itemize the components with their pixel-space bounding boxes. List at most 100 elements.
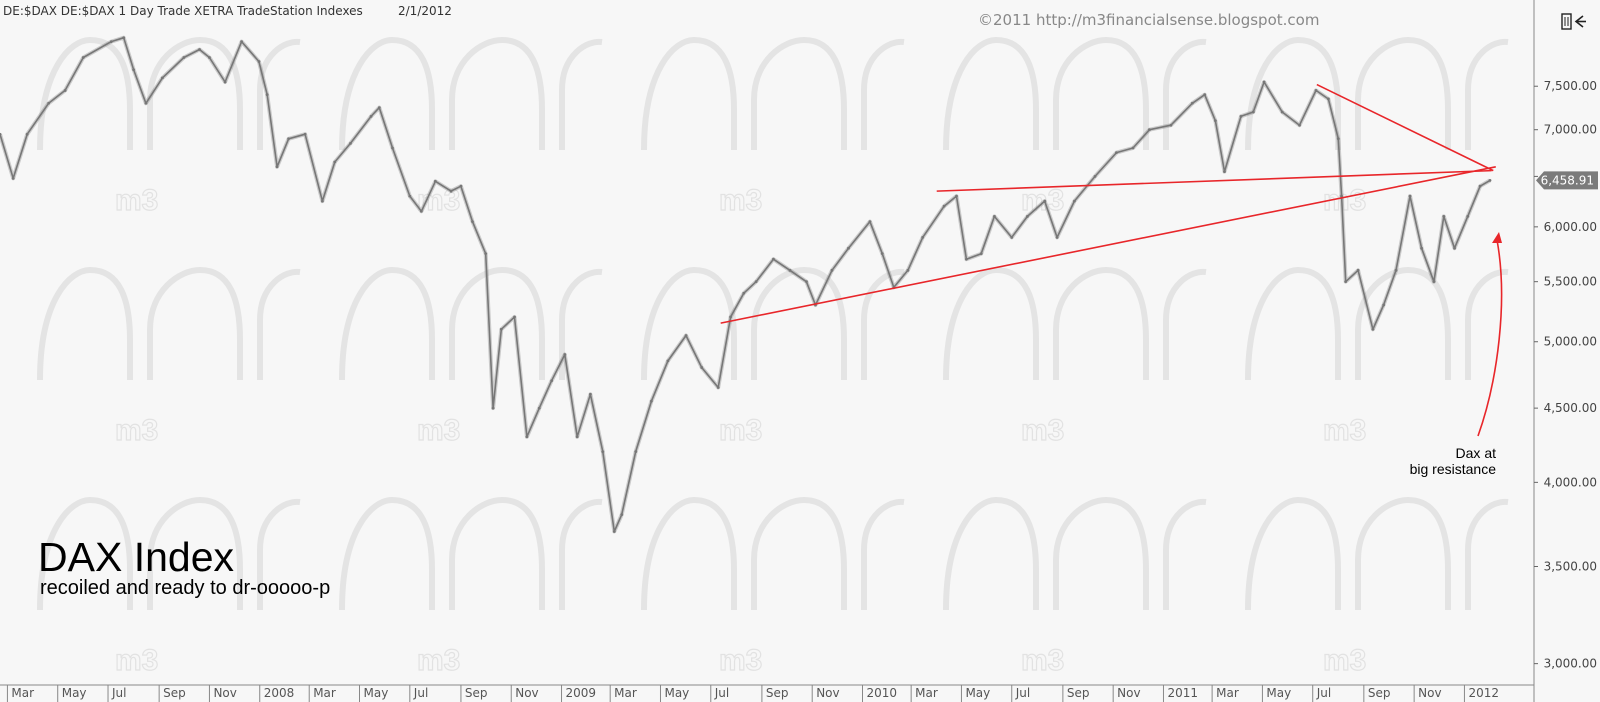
price-point (868, 220, 872, 224)
x-tick-label: Mar (614, 686, 637, 700)
trendline (936, 169, 1492, 192)
price-point (700, 366, 704, 369)
watermark-tile: m3 (339, 266, 603, 448)
price-point (471, 220, 474, 224)
price-point (1408, 194, 1412, 198)
x-tick-label: Mar (915, 686, 938, 700)
price-point (122, 36, 126, 40)
price-point (408, 194, 412, 198)
price-point (208, 56, 211, 59)
watermark-text: m3 (115, 644, 158, 677)
symbol-header: DE:$DAX DE:$DAX 1 Day Trade XETRA TradeS… (3, 4, 363, 18)
annotation-arrow (1477, 239, 1503, 437)
price-point (1251, 110, 1255, 114)
price-point (1326, 97, 1330, 101)
price-point (1314, 89, 1318, 92)
price-point (11, 176, 15, 180)
price-point (1336, 137, 1340, 141)
price-point (964, 257, 968, 261)
last-price-tag (1536, 171, 1598, 190)
watermark-shape (943, 36, 1207, 151)
x-tick-label: Jul (714, 686, 729, 700)
chart-title: DAX Index (38, 534, 234, 580)
price-point (1356, 268, 1360, 272)
watermark-text: m3 (1021, 644, 1064, 677)
x-tick-label: May (965, 686, 990, 700)
y-tick-label: 4,000.00 (1544, 475, 1597, 489)
price-point (1298, 123, 1301, 127)
watermark-shape (641, 496, 905, 611)
price-point (1043, 199, 1047, 203)
price-point (132, 68, 135, 72)
x-tick-label: Mar (11, 686, 34, 700)
price-point (754, 280, 758, 284)
price-point (1488, 179, 1492, 182)
watermark-shape (943, 496, 1207, 611)
watermark-tile: m3 (943, 266, 1207, 448)
price-point (63, 89, 67, 92)
price-point (1442, 215, 1446, 218)
price-point (666, 359, 670, 363)
price-point (0, 132, 2, 136)
price-point (81, 56, 85, 59)
watermark-text: m3 (417, 414, 460, 447)
price-point (459, 184, 463, 188)
x-tick-label: Jul (1316, 686, 1331, 700)
watermark-tile: m3 (37, 266, 301, 448)
watermark-tile: m3 (37, 496, 301, 678)
watermark-shape (943, 266, 1207, 381)
price-point (601, 450, 605, 454)
watermark-tile: m3 (339, 496, 603, 678)
watermark-shape (339, 36, 603, 151)
chart-subtitle: recoiled and ready to dr-ooooo-p (40, 577, 330, 599)
price-envelope (0, 35, 1492, 534)
price-point (1148, 128, 1151, 132)
price-point (588, 392, 592, 396)
price-point (391, 146, 394, 150)
price-point (993, 215, 996, 218)
y-tick-label: 3,500.00 (1544, 559, 1597, 573)
x-tick-label: 2012 (1468, 686, 1499, 700)
price-point (287, 137, 290, 141)
watermark-shape (1245, 36, 1509, 151)
price-point (575, 435, 579, 439)
x-tick-label: Nov (213, 686, 236, 700)
price-point (257, 60, 261, 63)
watermark-shape (37, 266, 301, 381)
watermark-shape (641, 266, 905, 381)
x-tick-label: Nov (1418, 686, 1441, 700)
price-point (620, 513, 624, 517)
price-point (1344, 280, 1348, 284)
annotation-line-2: big resistance (1410, 461, 1497, 477)
trendlines (720, 83, 1496, 324)
price-point (772, 257, 775, 261)
panel-toggle-icon[interactable] (1561, 13, 1586, 30)
label-layer: 6,458.91 (1536, 171, 1598, 190)
y-tick-label: 7,500.00 (1544, 79, 1597, 93)
price-point (650, 399, 653, 403)
price-point (182, 56, 186, 59)
price-point (1478, 184, 1482, 188)
watermark-text: m3 (719, 644, 762, 677)
price-point (1239, 114, 1243, 118)
price-point (1093, 175, 1097, 178)
x-tick-label: Sep (766, 686, 789, 700)
x-tick-label: Nov (816, 686, 839, 700)
trendline (720, 166, 1496, 324)
x-tick-label: Jul (1015, 686, 1030, 700)
y-tick-label: 5,000.00 (1544, 335, 1597, 349)
price-point (550, 379, 554, 383)
y-tick-label: 7,000.00 (1544, 123, 1597, 137)
price-point (1203, 93, 1207, 97)
price-point (1223, 170, 1226, 173)
price-point (484, 252, 488, 256)
copyright-text: ©2011 http://m3financialsense.blogspot.c… (978, 11, 1319, 29)
x-tick-label: Sep (1368, 686, 1391, 700)
price-point (369, 114, 373, 118)
price-point (684, 334, 688, 337)
price-point (830, 268, 834, 272)
price-point (265, 93, 269, 97)
price-point (1073, 199, 1076, 203)
